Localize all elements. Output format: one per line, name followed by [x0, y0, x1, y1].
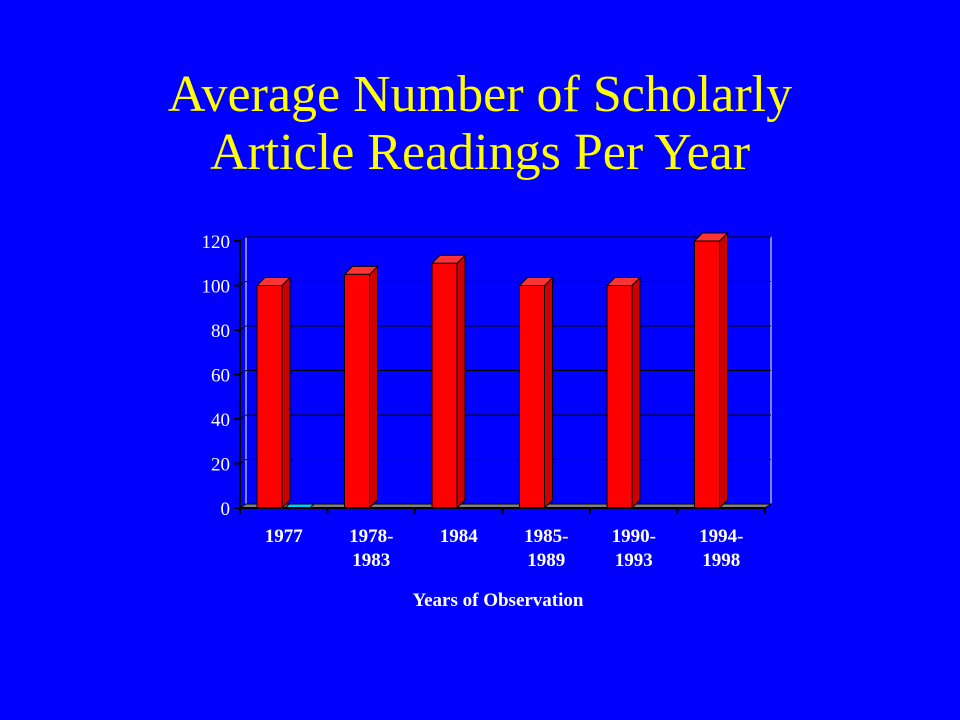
bar-side [456, 254, 466, 510]
x-tick-label-line: 1990- [612, 526, 656, 547]
bars [255, 231, 729, 510]
slide-title: Average Number of Scholarly Article Read… [0, 66, 960, 182]
y-tick-label: 0 [221, 499, 231, 520]
bar-front [344, 273, 370, 509]
y-tick-label: 60 [211, 366, 230, 387]
bar-side [369, 265, 378, 510]
x-tick-label: 1984 [440, 526, 479, 547]
bar [518, 276, 554, 510]
x-tick-label-line: 1977 [265, 526, 304, 547]
slide-title-line-1: Average Number of Scholarly [167, 66, 793, 123]
x-axis-title: Years of Observation [413, 590, 584, 611]
x-tick-labels: 1977 1978- 1983 1984 1985- 1989 1990- 1993 1994-… [265, 526, 744, 571]
bar-side [719, 231, 728, 510]
bar-side [631, 276, 641, 510]
bar-side [544, 276, 553, 510]
x-tick-label-line: 1984 [440, 526, 479, 547]
y-tick-label: 100 [202, 277, 231, 298]
x-tick-label-line: 1998 [702, 550, 740, 571]
bar [605, 276, 642, 510]
x-tick-label-line: 1983 [352, 550, 390, 571]
bar-front [256, 285, 283, 509]
x-tick-label: 1990- 1993 [612, 526, 656, 571]
bar-front [694, 240, 720, 509]
slide-title-line-2: Article Readings Per Year [209, 124, 751, 181]
y-tick-label: 40 [211, 410, 230, 431]
bar-front [606, 285, 633, 509]
x-tick-label: 1985- 1989 [524, 526, 568, 571]
y-tick-label: 120 [202, 232, 231, 253]
x-tick-label: 1978- 1983 [349, 526, 393, 571]
x-tick-label-line: 1985- [524, 526, 568, 547]
bar [343, 265, 379, 510]
bar [693, 231, 729, 510]
bar [255, 276, 292, 510]
y-tick-label: 80 [211, 321, 230, 342]
x-tick-label-line: 1994- [699, 526, 743, 547]
axes [234, 239, 766, 514]
bar-front [431, 262, 458, 509]
bar-front [519, 285, 545, 509]
y-tick-label: 20 [211, 455, 230, 476]
x-tick-label: 1994- 1998 [699, 526, 743, 571]
x-tick-label-line: 1978- [349, 526, 393, 547]
bar-side [281, 276, 291, 510]
x-tick-label-line: 1989 [527, 550, 565, 571]
y-tick-labels: 0 20 40 60 80 100 120 [202, 232, 231, 520]
x-tick-label: 1977 [265, 526, 304, 547]
bar [430, 254, 467, 510]
x-tick-label-line: 1993 [615, 550, 653, 571]
